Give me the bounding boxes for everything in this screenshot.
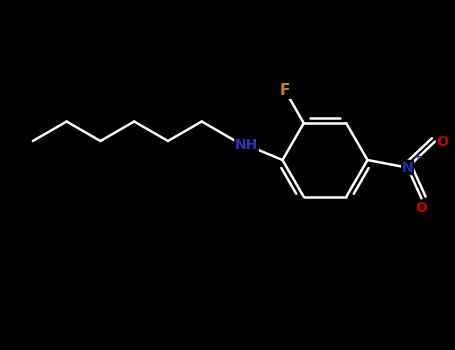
Text: F: F (280, 83, 290, 98)
Text: O: O (415, 201, 427, 215)
Text: N: N (402, 161, 413, 175)
Text: NH: NH (235, 138, 258, 152)
Text: O: O (436, 134, 449, 148)
Text: +: + (415, 153, 423, 162)
